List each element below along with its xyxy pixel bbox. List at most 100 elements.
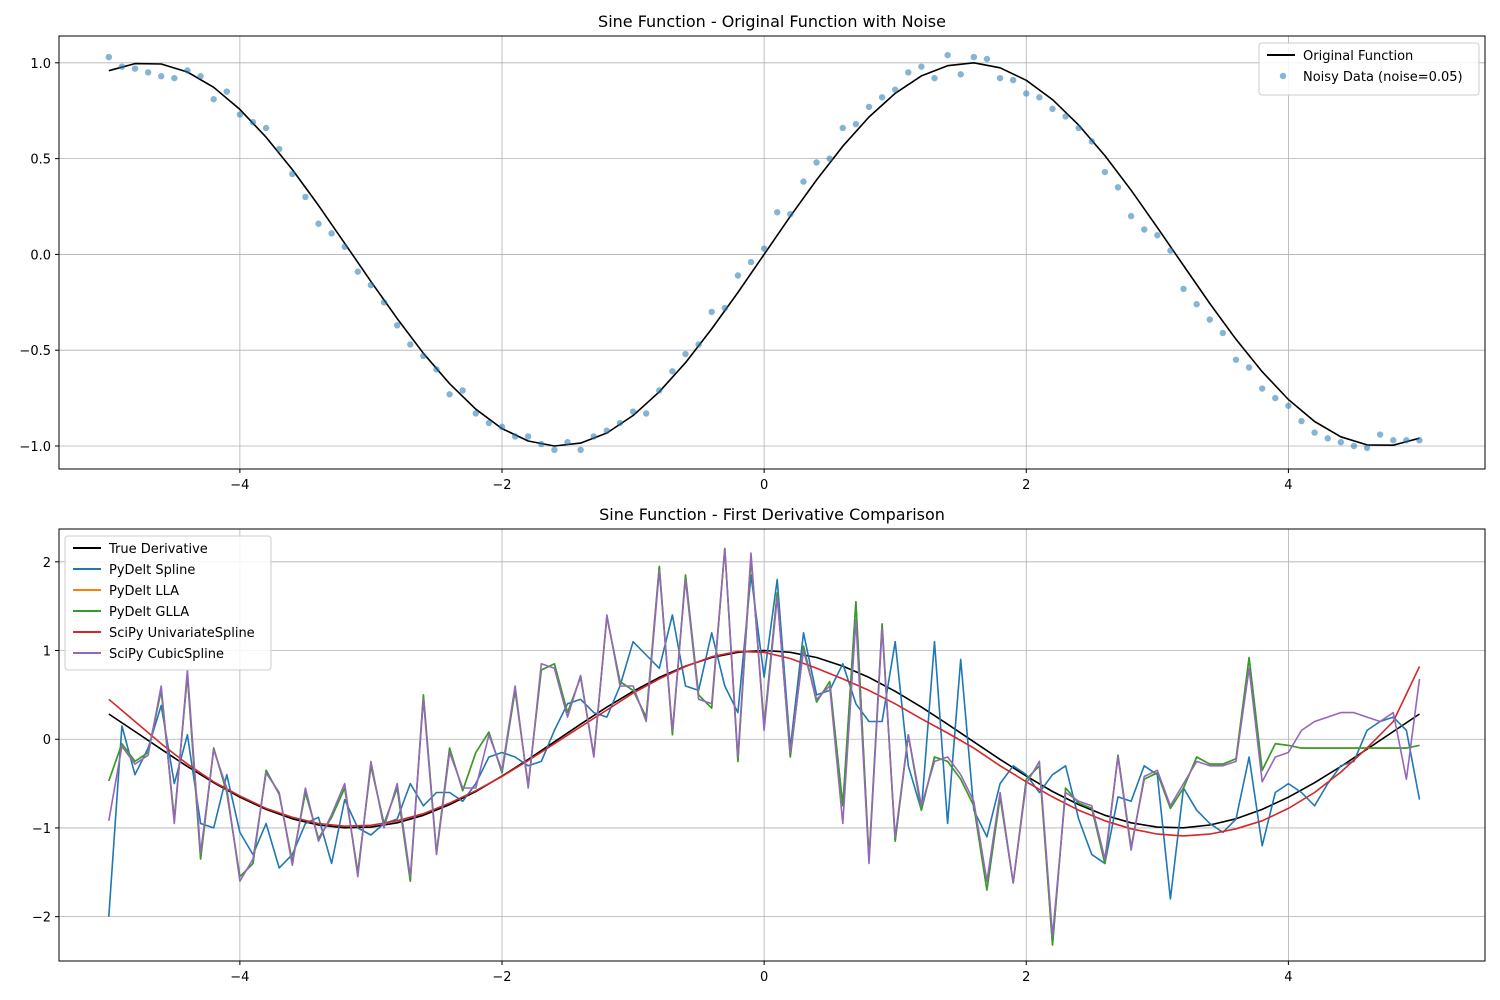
y-tick-label: −2 [32, 911, 51, 926]
scatter-point [105, 53, 113, 61]
series-line [108, 547, 1421, 938]
scatter-point [1258, 385, 1266, 392]
x-tick-label: 2 [1022, 478, 1030, 493]
scatter-point [852, 120, 860, 128]
scatter-point [302, 193, 309, 201]
scatter-point [184, 67, 191, 74]
scatter-point [878, 94, 886, 101]
scatter-point [197, 73, 204, 80]
scatter-point [485, 419, 493, 427]
scatter-point [1390, 437, 1397, 444]
scatter-point [1167, 247, 1174, 254]
scatter-point [1376, 431, 1384, 438]
scatter-point [1337, 438, 1345, 446]
scatter-point [446, 391, 453, 398]
scatter-point [1193, 301, 1200, 308]
scatter-point [629, 408, 637, 415]
scatter-point [1245, 364, 1253, 371]
y-tick-label: −1.0 [19, 440, 51, 455]
scatter-point [944, 51, 951, 59]
scatter-point [616, 419, 624, 427]
scatter-point [747, 258, 755, 266]
x-tick-label: 4 [1284, 478, 1292, 493]
scatter-point [800, 178, 807, 185]
legend-label: SciPy CubicSpline [109, 647, 224, 662]
scatter-point [1206, 316, 1213, 323]
scatter-point [158, 73, 165, 80]
scatter-point [1101, 168, 1109, 176]
scatter-point [970, 53, 978, 61]
scatter-point [865, 103, 873, 111]
scatter-point [590, 433, 597, 440]
scatter-point [118, 63, 126, 70]
legend-box [1258, 42, 1480, 96]
legend-label: PyDelt GLLA [109, 605, 189, 620]
scatter-point [931, 74, 938, 82]
chart-first-derivative: −4 −2 0 2 4 −2 −1 0 1 2 Sine Function - First Deri… [32, 505, 1486, 985]
series-line [108, 574, 1421, 917]
scatter-point [236, 111, 244, 118]
scatter-point [433, 366, 440, 373]
scatter-point [131, 65, 139, 72]
scatter-point [708, 308, 715, 316]
x-tick-label: −4 [230, 478, 249, 493]
scatter-point [472, 410, 479, 417]
scatter-point [354, 268, 362, 275]
legend-label: PyDelt LLA [109, 584, 179, 599]
scatter-point [171, 74, 178, 82]
y-tick-label: 2 [43, 556, 51, 571]
scatter-point [1272, 394, 1279, 402]
scatter-point [1298, 417, 1305, 425]
scatter-point [656, 387, 663, 394]
legend-label: True Derivative [108, 542, 208, 557]
scatter-point [275, 145, 283, 153]
legend-label: Original Function [1303, 49, 1413, 64]
x-tick-label: 0 [760, 478, 768, 493]
scatter-point [223, 88, 230, 95]
scatter-point [1023, 90, 1030, 97]
x-tick-label: −2 [492, 478, 511, 493]
y-tick-label: 0 [43, 733, 51, 748]
y-tick-label: 1.0 [30, 57, 51, 72]
x-tick-label: −2 [492, 970, 511, 985]
scatter-point [1416, 437, 1423, 444]
legend-label: PyDelt Spline [109, 563, 195, 578]
scatter-point [1219, 329, 1227, 337]
scatter-point [1350, 442, 1358, 450]
scatter-point [1062, 113, 1069, 120]
scatter-point [315, 220, 322, 227]
chart-original-function: −4 −2 0 2 4 −1.0 −0.5 0.0 0.5 1.0 Sine Function - … [19, 12, 1486, 493]
scatter-point [1285, 402, 1292, 409]
x-tick-label: 4 [1284, 970, 1292, 985]
scatter-point [262, 124, 270, 132]
scatter-point [721, 304, 729, 312]
series-line [108, 61, 1420, 447]
chart-title: Sine Function - Original Function with N… [598, 12, 946, 31]
scatter-point [328, 230, 335, 237]
scatter-point [210, 96, 217, 103]
scatter-point [1141, 226, 1148, 233]
scatter-point [1232, 356, 1240, 363]
scatter-point [983, 55, 991, 63]
scatter-point [1049, 105, 1056, 113]
scatter-point [1363, 444, 1371, 452]
scatter-point [774, 209, 781, 216]
scatter-point [420, 352, 427, 360]
y-tick-label: −1 [32, 822, 51, 837]
scatter-point [459, 387, 466, 394]
x-tick-label: 0 [760, 970, 768, 985]
scatter-point [957, 71, 964, 78]
scatter-point [564, 438, 571, 446]
scatter-point [918, 63, 925, 70]
series-line [108, 649, 1420, 829]
axes-frame [58, 35, 1486, 470]
scatter-point [367, 281, 375, 289]
scatter-point [1180, 285, 1187, 293]
scatter-point [380, 299, 388, 306]
scatter-point [289, 170, 296, 178]
scatter-point [642, 410, 650, 417]
scatter-point [1036, 94, 1043, 101]
scatter-point [407, 341, 414, 348]
scatter-point [538, 440, 545, 448]
scatter-point [1009, 76, 1017, 84]
